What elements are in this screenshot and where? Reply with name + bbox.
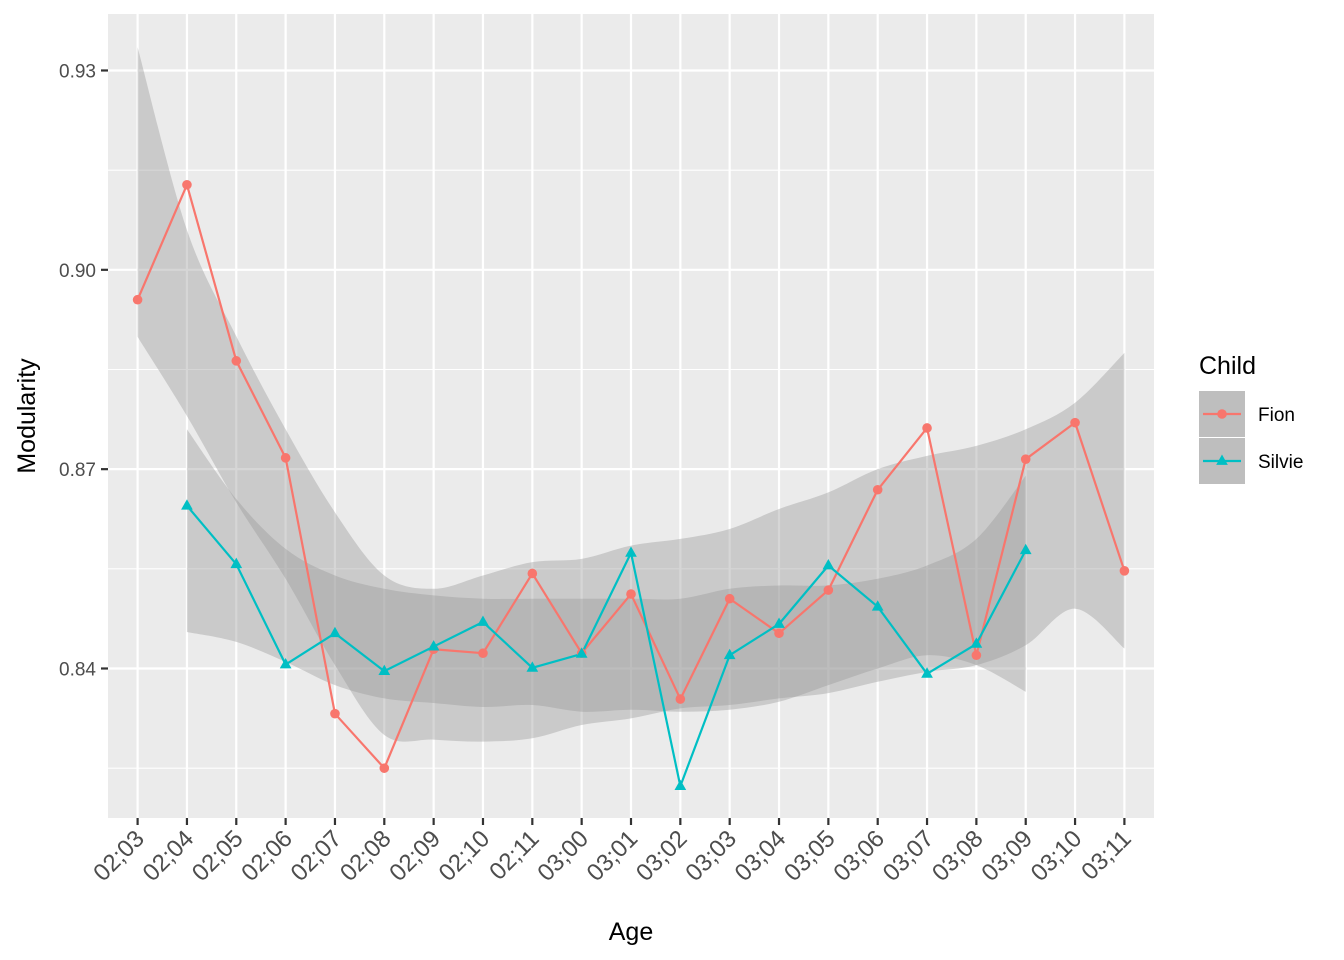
data-point-silvie <box>279 658 292 669</box>
data-point-fion <box>231 356 242 366</box>
data-point-fion <box>379 763 390 773</box>
data-point-fion <box>182 179 192 190</box>
data-point-silvie <box>427 640 440 651</box>
data-point-silvie <box>921 667 933 678</box>
data-point-fion <box>478 648 488 659</box>
data-point-silvie <box>674 779 687 791</box>
data-point-silvie <box>822 559 835 570</box>
x-tick-label: 03;03 <box>680 825 742 887</box>
data-point-fion <box>1070 417 1080 428</box>
data-point-silvie <box>970 637 983 648</box>
x-tick-label: 02;10 <box>434 825 496 887</box>
legend-label-fion: Fion <box>1258 405 1295 426</box>
x-tick-label: 02;11 <box>484 825 544 885</box>
data-point-silvie <box>723 648 736 660</box>
data-point-silvie <box>1019 543 1032 555</box>
data-point-fion <box>1020 454 1031 464</box>
x-tick-label: 03;02 <box>631 825 693 887</box>
major-gridlines <box>108 14 1154 818</box>
data-point-silvie <box>575 647 588 658</box>
data-point-silvie <box>625 546 637 557</box>
x-tick-label: 03;00 <box>532 825 594 887</box>
data-point-fion <box>872 484 883 495</box>
x-tick-label: 03;06 <box>828 825 890 887</box>
series-points <box>132 179 1130 791</box>
x-tick-label: 02;05 <box>187 825 249 887</box>
x-tick-label: 03;01 <box>582 825 644 887</box>
smooth-band-silvie <box>186 429 1026 712</box>
smooth-band-fion <box>137 47 1125 742</box>
x-tick-label: 02;09 <box>384 825 446 887</box>
data-point-fion <box>280 453 291 463</box>
data-point-silvie <box>378 664 391 676</box>
data-point-fion <box>971 650 982 661</box>
data-point-fion <box>132 294 143 305</box>
x-tick-label: 02;03 <box>88 825 150 887</box>
x-tick-label: 03;04 <box>730 825 792 887</box>
data-point-fion <box>823 585 834 595</box>
x-tick-label: 03;09 <box>976 825 1038 887</box>
data-point-fion <box>527 568 538 579</box>
x-axis-title: Age <box>609 918 653 946</box>
x-tick-label: 03;07 <box>878 825 940 887</box>
data-point-silvie <box>871 600 884 611</box>
x-tick-label: 02;08 <box>335 825 397 887</box>
data-point-fion <box>922 423 932 433</box>
x-tick-label: 03;11 <box>1076 825 1136 885</box>
legend-key-marker-fion <box>1217 409 1227 419</box>
legend-keys <box>1203 409 1241 465</box>
x-axis-ticks: 02;0302;0402;0502;0602;0702;0802;0902;10… <box>88 818 1137 887</box>
y-axis-ticks: 0.84 0.87 0.90 0.93 <box>59 61 108 680</box>
x-tick-label: 03;10 <box>1026 825 1088 887</box>
x-tick-label: 03;08 <box>927 825 989 887</box>
legend-label-silvie: Silvie <box>1258 452 1303 473</box>
y-tick-label: 0.93 <box>59 61 96 82</box>
data-point-silvie <box>477 615 489 626</box>
data-point-silvie <box>181 499 193 510</box>
x-tick-label: 03;05 <box>779 825 841 887</box>
data-point-fion <box>1119 566 1130 576</box>
y-tick-label: 0.84 <box>59 659 96 680</box>
data-point-fion <box>330 708 340 719</box>
x-tick-label: 02;04 <box>138 825 200 887</box>
data-point-silvie <box>526 661 539 672</box>
data-point-fion <box>724 593 735 604</box>
series-line-silvie <box>186 504 1027 788</box>
legend-title: Child <box>1199 352 1256 380</box>
data-point-fion <box>675 694 686 704</box>
y-axis-title: Modularity <box>13 358 41 474</box>
legend-key-marker-silvie <box>1216 454 1228 465</box>
x-tick-label: 02;07 <box>286 825 348 887</box>
data-point-silvie <box>329 626 341 638</box>
data-point-silvie <box>230 557 243 569</box>
legend: Child Fion Silvie <box>1199 352 1303 484</box>
y-tick-label: 0.90 <box>59 261 96 282</box>
smooth-bands <box>137 47 1125 742</box>
data-point-silvie <box>773 617 785 628</box>
data-point-fion <box>774 628 784 639</box>
data-point-fion <box>626 589 636 599</box>
y-tick-label: 0.87 <box>59 460 96 481</box>
x-tick-label: 02;06 <box>236 825 298 887</box>
